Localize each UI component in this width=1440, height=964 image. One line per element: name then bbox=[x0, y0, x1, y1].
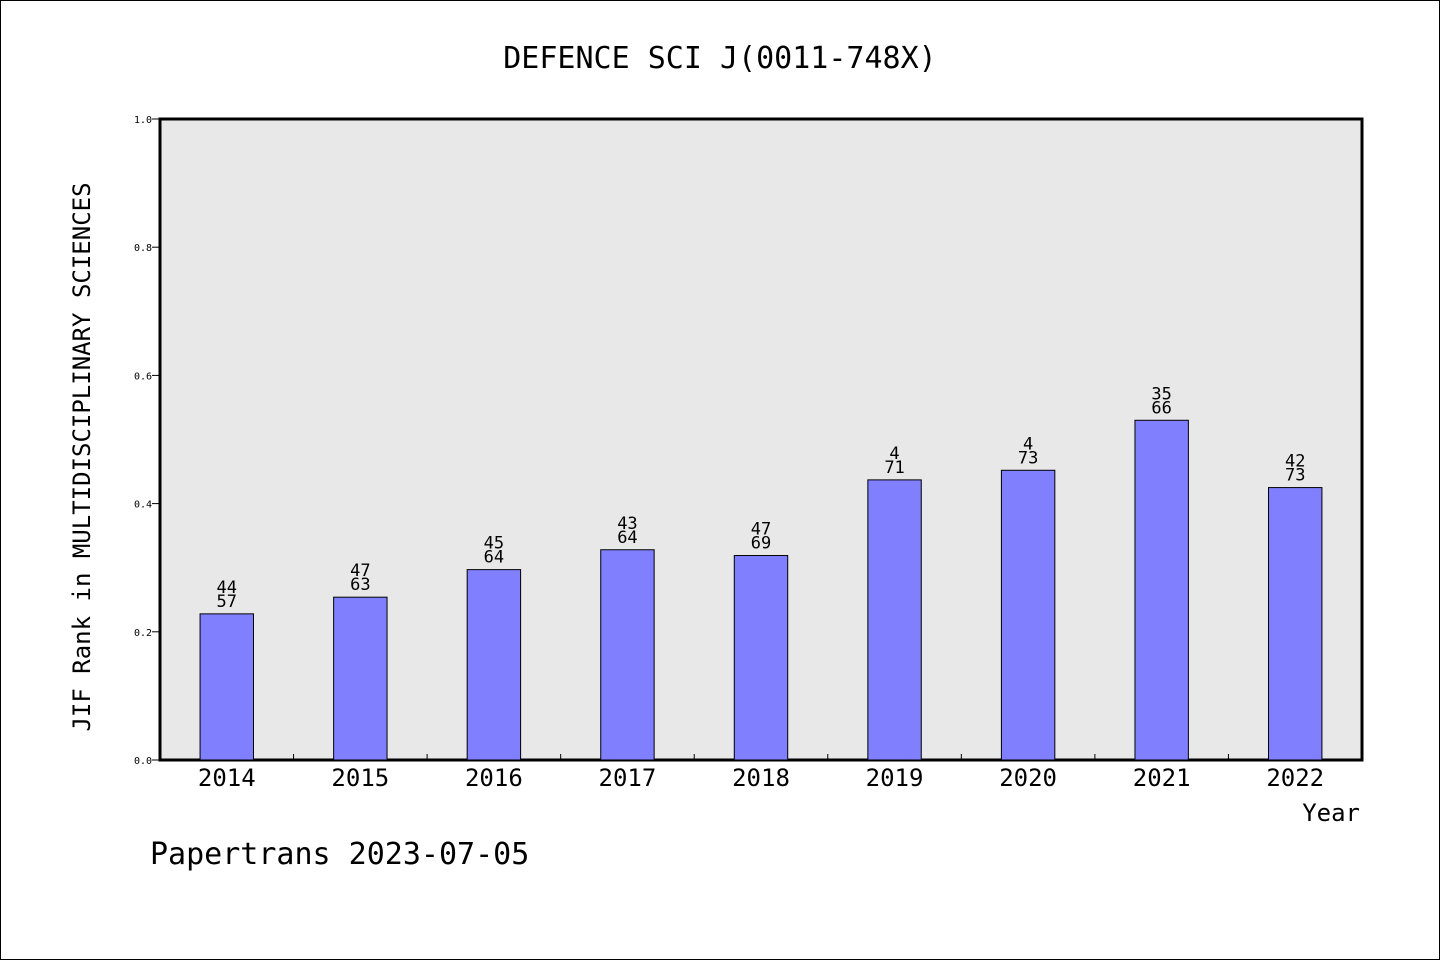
y-tick-label: 0.8 bbox=[134, 243, 152, 254]
bar-total-label: 57 bbox=[217, 592, 237, 612]
bar-2017 bbox=[600, 549, 655, 761]
bar-rank-label: 4 bbox=[889, 444, 899, 464]
x-tick-label: 2022 bbox=[1266, 764, 1324, 792]
chart-title: DEFENCE SCI J(0011-748X) bbox=[503, 41, 936, 76]
bar-total-label: 63 bbox=[350, 575, 370, 595]
x-axis-label: Year bbox=[1302, 799, 1360, 827]
bar-2022 bbox=[1268, 487, 1323, 761]
x-tick-label: 2017 bbox=[599, 764, 657, 792]
source-footer: Papertrans 2023-07-05 bbox=[150, 837, 529, 872]
y-axis-label: JIF Rank in MULTIDISCIPLINARY SCIENCES bbox=[68, 182, 96, 731]
bar-2015 bbox=[333, 596, 388, 761]
bar-2021 bbox=[1134, 419, 1189, 761]
x-tick-label: 2016 bbox=[465, 764, 523, 792]
x-tick-label: 2015 bbox=[331, 764, 389, 792]
x-tick-label: 2020 bbox=[999, 764, 1057, 792]
bar-2019 bbox=[867, 479, 922, 761]
bar-2016 bbox=[466, 569, 522, 761]
bar-total-label: 66 bbox=[1151, 398, 1171, 418]
bar-series bbox=[199, 419, 1323, 761]
bar-rank-label: 35 bbox=[1151, 384, 1171, 404]
y-tick-label: 0.6 bbox=[134, 371, 152, 382]
x-tick-label: 2018 bbox=[732, 764, 790, 792]
bar-rank-label: 47 bbox=[751, 520, 771, 540]
y-tick-label: 0.2 bbox=[134, 628, 152, 639]
bar-rank-label: 47 bbox=[350, 561, 370, 581]
y-tick-label: 1.0 bbox=[134, 115, 152, 126]
y-tick-label: 0.4 bbox=[134, 500, 152, 511]
y-axis-ticks: 0.0 0.2 0.4 0.6 0.8 1.0 bbox=[134, 115, 160, 767]
bar-2020 bbox=[1000, 469, 1056, 761]
bar-rank-label: 44 bbox=[217, 578, 237, 598]
x-axis-tick-labels: 2014 2015 2016 2017 2018 2019 2020 2021 2022 bbox=[198, 764, 1324, 792]
bar-rank-label: 4 bbox=[1023, 434, 1033, 454]
bar-total-label: 69 bbox=[751, 534, 771, 554]
bar-rank-label: 42 bbox=[1285, 452, 1305, 472]
x-tick-label: 2019 bbox=[866, 764, 924, 792]
y-tick-label: 0.0 bbox=[134, 756, 152, 767]
bar-rank-label: 45 bbox=[484, 534, 504, 554]
bar-2014 bbox=[199, 613, 254, 761]
x-tick-label: 2014 bbox=[198, 764, 256, 792]
x-axis-ticks bbox=[293, 754, 1229, 760]
bar-total-label: 73 bbox=[1018, 448, 1038, 468]
bar-total-label: 64 bbox=[617, 528, 637, 548]
bar-2018 bbox=[733, 555, 789, 761]
bar-total-label: 64 bbox=[484, 548, 504, 568]
bar-rank-label: 43 bbox=[617, 514, 637, 534]
bar-total-label: 73 bbox=[1285, 466, 1305, 486]
bar-total-label: 71 bbox=[884, 458, 904, 478]
x-tick-label: 2021 bbox=[1133, 764, 1191, 792]
